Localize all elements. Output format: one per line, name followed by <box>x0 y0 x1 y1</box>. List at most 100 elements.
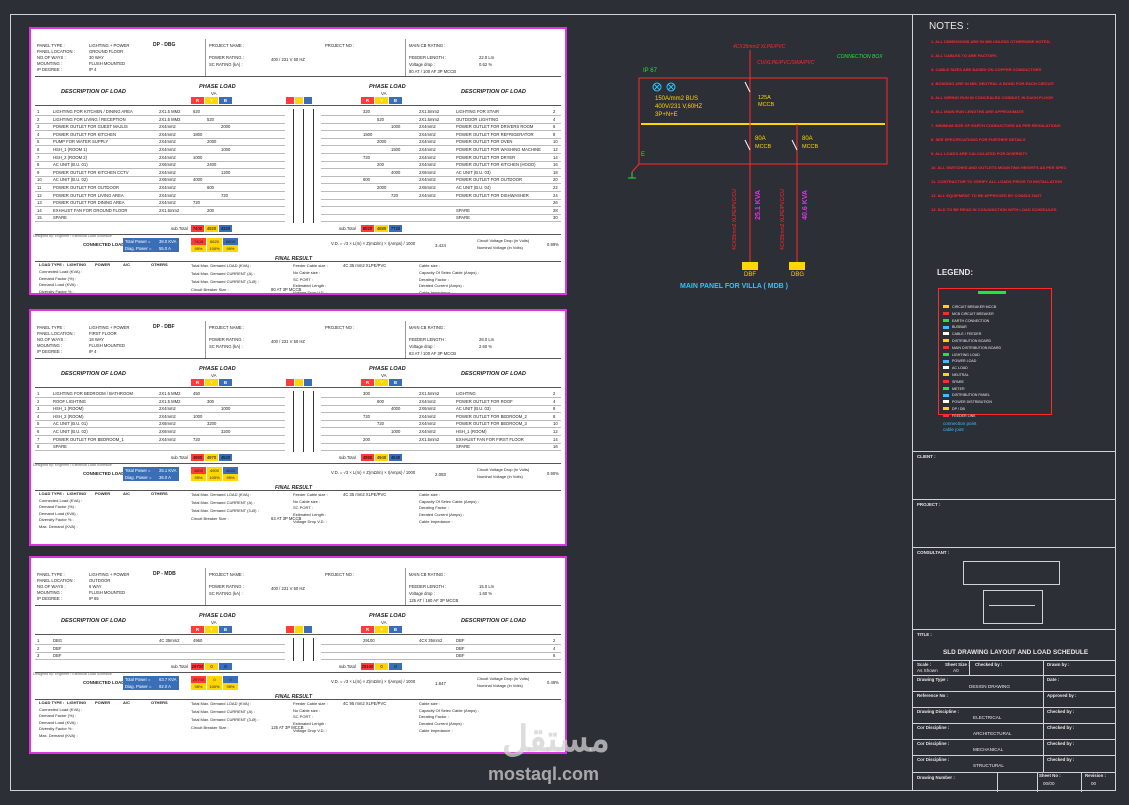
row-va: 1000 <box>221 147 231 152</box>
row-cable: 2X4mm2 <box>159 413 176 419</box>
row-no: 2 <box>37 398 40 404</box>
right-row-label: Estimated Length : <box>293 512 327 518</box>
load-schedule-dp-dbg: PANEL TYPE : LIGHTING + POWER PANEL LOCATI… <box>29 27 567 295</box>
total-left: 4990 <box>191 453 204 461</box>
row-no: 7 <box>37 154 40 160</box>
feeder-val: 4C 35 mm2 XLPE/PVC <box>343 263 387 268</box>
discipline-label: Drawing Discipline : <box>917 709 959 714</box>
row-desc: POWER OUTLET FOR KITCHEN CCTV <box>53 169 129 175</box>
row-no-r: 28 <box>553 207 558 213</box>
legend-label: LIGHTING LOAD <box>952 352 980 357</box>
lbl-project-name: PROJECT NAME : <box>209 325 245 330</box>
total-left: 4520 <box>219 453 232 461</box>
row-no-r: 18 <box>553 169 558 175</box>
load-row-label: Demand Factor (%) : <box>39 504 77 510</box>
total-right: 4990 <box>361 453 374 461</box>
phase-b-0: B <box>219 379 232 386</box>
val-voltage-drop: 0.62 % <box>479 62 493 67</box>
lbl-supply: SC RATING (kA) : <box>209 344 243 349</box>
row-line-r <box>321 412 561 414</box>
val-mounting: FLUSH MOUNTED <box>89 590 126 595</box>
row-desc-r: POWER OUTLET FOR REFRIGERATOR <box>456 131 534 137</box>
row-no: 2 <box>37 116 40 122</box>
legend-conn-point: connection point <box>943 421 977 426</box>
row-va-r: 1500 <box>363 131 373 137</box>
legend-symbol-icon <box>943 352 949 356</box>
row-cable: 2X1.5mm2 <box>159 207 180 213</box>
row-cable-r: 4CX 35mm2 <box>419 638 443 643</box>
load-type-col: LIGHTING <box>67 490 87 496</box>
row-desc: SPARE <box>53 215 67 221</box>
mid-row-label: Total Max. Demand CURRENT (A) : <box>191 708 255 714</box>
nominal-vd-label: Nominal Voltage (in Volts) <box>477 245 523 250</box>
header-divider <box>35 76 561 77</box>
far-row-label: Capacity Of Selec Cable (Amps) : <box>419 498 479 504</box>
total-left: 0 <box>205 662 218 670</box>
row-line <box>35 168 285 170</box>
mid-phase-r <box>286 97 294 104</box>
val-protection: IP 4 <box>89 67 97 72</box>
load-row-label: Diversity Factor % : <box>39 726 74 732</box>
total-left: 0 <box>219 662 232 670</box>
cb-size-val: 63 AT 3P MCCB <box>271 515 302 521</box>
row-no-r: 2 <box>553 109 556 114</box>
row-line <box>35 412 285 414</box>
legend-symbol-icon <box>943 325 949 329</box>
row-line-r <box>321 651 561 653</box>
row-desc-r: LIGHTING FOR STAIR <box>456 109 499 114</box>
row-desc-r: AC UNIT (B.U. 04) <box>456 185 491 190</box>
row-line-r <box>321 435 561 436</box>
phase-b-0: B <box>219 626 232 633</box>
discipline-value: STRUCTURAL <box>973 763 1004 768</box>
phase-b-1: B <box>389 97 402 104</box>
row-cable-r: 2X4mm2 <box>419 421 436 427</box>
row-cable-r: 2X4mm2 <box>419 177 436 183</box>
header-divider-v1 <box>205 321 206 358</box>
max-demand-label: Diag. Power = <box>125 683 152 689</box>
row-no-r: 26 <box>553 200 558 206</box>
legend-symbol-icon <box>943 386 949 390</box>
lbl-project-name: PROJECT NAME : <box>209 43 245 48</box>
total-power-val: 63.7 KVA <box>159 676 177 682</box>
lbl-voltage-drop: Voltage drop : <box>409 62 435 67</box>
sld-drawing <box>628 50 888 270</box>
sub-total-left: sub.Total <box>171 226 188 231</box>
row-line <box>35 435 285 436</box>
sheet-no: 00/00 <box>1043 781 1055 786</box>
row-desc: POWER OUTLET FOR DINING AREA <box>53 200 125 206</box>
tb-vdivider-2 <box>969 660 970 675</box>
lbl-power-rating: POWER RATING : <box>209 337 244 342</box>
mid-bus-3 <box>313 638 314 661</box>
sld-cable-note-2: CU/XLPE/PVC/SWA/PVC <box>757 60 815 66</box>
row-line-r <box>321 175 561 177</box>
mid-row-label: Total Max. Demand CURRENT (3-Ø) : <box>191 716 259 722</box>
consultant-label: CONSULTANT : <box>917 550 950 555</box>
lbl-power-rating: POWER RATING : <box>209 55 244 60</box>
row-no-r: 16 <box>553 444 558 450</box>
val-feeder-length: 28.0 Lm <box>479 337 495 342</box>
phase-r-0: R <box>191 379 204 386</box>
connected-load-label: CONNECTED LOAD <box>83 242 125 247</box>
load-row-label: Demand Factor (%) : <box>39 275 77 281</box>
row-desc: POWER OUTLET FOR GUEST MAJLIS <box>53 124 128 130</box>
row-desc-r: SPARE <box>456 207 470 213</box>
val-panel_type: LIGHTING + POWER <box>89 572 130 577</box>
total-power-label: Total Power = <box>125 239 151 244</box>
panel-ref: DP - DBG <box>153 42 176 48</box>
row-va: 300 <box>207 398 214 404</box>
val-panel_type: LIGHTING + POWER <box>89 325 130 330</box>
row-cable-r: 2X4mm2 <box>419 429 436 434</box>
drawing-type: DESIGN DRAWING <box>969 684 1010 689</box>
lbl-feeder-length: FEEDER LENGTH : <box>409 584 447 589</box>
row-line <box>35 450 285 452</box>
load-type-col: A/C <box>123 699 130 705</box>
total-left: 29700 <box>191 662 204 670</box>
discipline-checked: Checked by : <box>1047 757 1075 762</box>
row-no: 7 <box>37 436 40 442</box>
row-cable: 2X4mm2 <box>159 147 176 152</box>
total-power-val: 38.0 KVA <box>159 239 177 244</box>
row-desc: LIGHTING FOR BEDROOM / BATHROOM <box>53 391 133 396</box>
phase-head-right: PHASE LOAD <box>369 366 406 372</box>
row-line <box>35 198 285 200</box>
discipline-checked: Checked by : <box>1047 725 1075 730</box>
